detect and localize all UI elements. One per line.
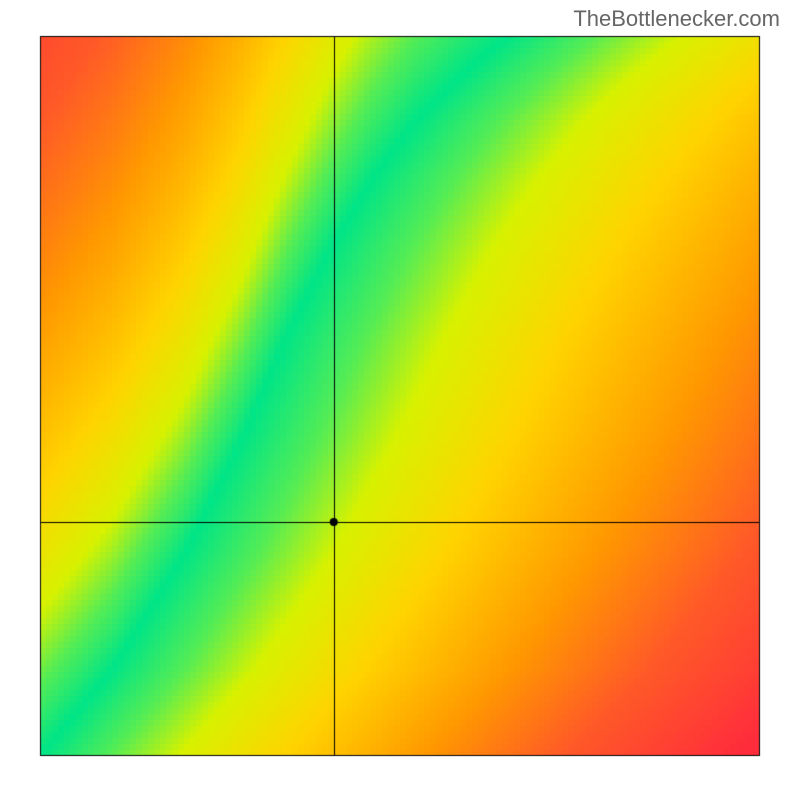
bottleneck-heatmap xyxy=(0,0,800,800)
watermark-text: TheBottlenecker.com xyxy=(573,6,780,32)
